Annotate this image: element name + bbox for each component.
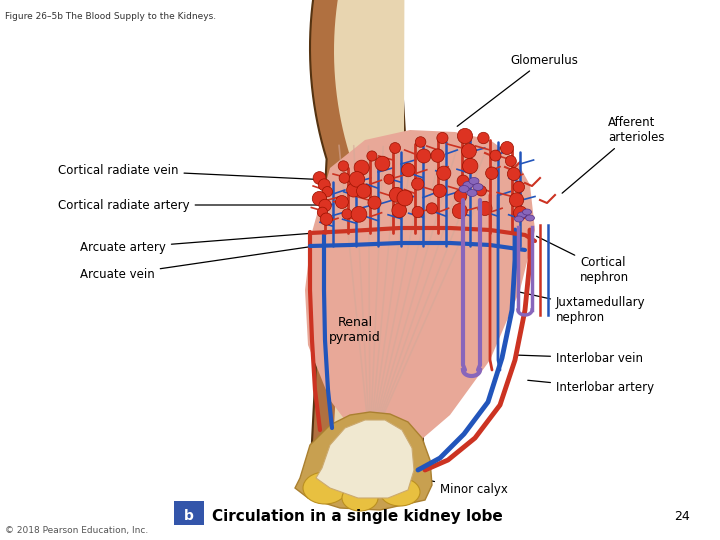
Text: Arcuate artery: Arcuate artery bbox=[80, 233, 312, 254]
Circle shape bbox=[412, 206, 423, 218]
Circle shape bbox=[431, 149, 444, 163]
Circle shape bbox=[392, 203, 407, 218]
Circle shape bbox=[477, 132, 489, 144]
Ellipse shape bbox=[473, 184, 483, 191]
Polygon shape bbox=[316, 420, 414, 498]
Text: Cortical radiate vein: Cortical radiate vein bbox=[58, 164, 327, 180]
Ellipse shape bbox=[342, 485, 378, 511]
Circle shape bbox=[508, 167, 521, 180]
Circle shape bbox=[312, 191, 327, 206]
Circle shape bbox=[384, 174, 394, 184]
Circle shape bbox=[390, 187, 404, 202]
Circle shape bbox=[457, 175, 469, 187]
Circle shape bbox=[415, 137, 426, 147]
Text: Interlobar vein: Interlobar vein bbox=[517, 352, 643, 365]
Circle shape bbox=[354, 160, 369, 175]
Circle shape bbox=[346, 183, 361, 197]
Ellipse shape bbox=[469, 178, 479, 185]
Circle shape bbox=[457, 129, 472, 144]
Circle shape bbox=[339, 173, 350, 183]
Ellipse shape bbox=[380, 478, 420, 506]
Ellipse shape bbox=[303, 472, 347, 504]
Circle shape bbox=[462, 158, 478, 174]
Circle shape bbox=[478, 201, 492, 215]
Circle shape bbox=[367, 151, 377, 161]
Circle shape bbox=[319, 199, 331, 212]
Circle shape bbox=[412, 178, 424, 190]
Circle shape bbox=[318, 179, 330, 191]
Polygon shape bbox=[332, 0, 405, 495]
Circle shape bbox=[375, 156, 390, 171]
Circle shape bbox=[490, 150, 501, 161]
Polygon shape bbox=[310, 0, 425, 503]
Circle shape bbox=[454, 190, 467, 202]
Circle shape bbox=[485, 167, 498, 179]
Circle shape bbox=[476, 186, 487, 196]
Circle shape bbox=[452, 204, 467, 219]
Circle shape bbox=[509, 193, 523, 207]
Ellipse shape bbox=[526, 215, 534, 221]
Circle shape bbox=[426, 203, 438, 214]
Circle shape bbox=[437, 166, 451, 180]
Circle shape bbox=[397, 190, 413, 206]
Circle shape bbox=[437, 132, 448, 144]
Circle shape bbox=[417, 149, 431, 163]
Circle shape bbox=[318, 207, 328, 218]
Text: Minor calyx: Minor calyx bbox=[392, 472, 508, 496]
Circle shape bbox=[402, 163, 415, 177]
Text: b: b bbox=[184, 509, 194, 523]
Circle shape bbox=[322, 186, 333, 197]
Circle shape bbox=[320, 213, 333, 225]
Text: Afferent
arterioles: Afferent arterioles bbox=[562, 116, 665, 193]
Text: Glomerulus: Glomerulus bbox=[457, 53, 578, 126]
Circle shape bbox=[336, 195, 348, 208]
Ellipse shape bbox=[518, 212, 526, 218]
Text: 24: 24 bbox=[674, 510, 690, 523]
Circle shape bbox=[433, 184, 446, 198]
Ellipse shape bbox=[459, 186, 469, 192]
Circle shape bbox=[356, 184, 371, 198]
FancyBboxPatch shape bbox=[174, 501, 204, 525]
Polygon shape bbox=[295, 412, 432, 510]
Circle shape bbox=[505, 156, 516, 166]
Text: © 2018 Pearson Education, Inc.: © 2018 Pearson Education, Inc. bbox=[5, 526, 148, 535]
Ellipse shape bbox=[463, 181, 473, 188]
Circle shape bbox=[338, 161, 348, 171]
Circle shape bbox=[313, 172, 326, 184]
Text: Renal
pyramid: Renal pyramid bbox=[329, 316, 381, 344]
Circle shape bbox=[368, 196, 381, 209]
Circle shape bbox=[390, 143, 400, 153]
Ellipse shape bbox=[523, 209, 531, 215]
Ellipse shape bbox=[467, 190, 477, 197]
Circle shape bbox=[349, 172, 365, 187]
Text: Cortical
nephron: Cortical nephron bbox=[536, 236, 629, 284]
Circle shape bbox=[462, 144, 477, 158]
Circle shape bbox=[351, 206, 367, 222]
Text: Figure 26–5b The Blood Supply to the Kidneys.: Figure 26–5b The Blood Supply to the Kid… bbox=[5, 12, 216, 21]
Circle shape bbox=[500, 141, 513, 154]
Text: Juxtamedullary
nephron: Juxtamedullary nephron bbox=[513, 291, 646, 324]
Polygon shape bbox=[305, 130, 535, 450]
Ellipse shape bbox=[515, 216, 523, 222]
Text: Cortical radiate artery: Cortical radiate artery bbox=[58, 199, 329, 212]
Text: Arcuate vein: Arcuate vein bbox=[80, 246, 312, 281]
Circle shape bbox=[513, 181, 525, 193]
Circle shape bbox=[513, 206, 527, 220]
Text: Interlobar artery: Interlobar artery bbox=[528, 380, 654, 395]
Circle shape bbox=[342, 209, 352, 219]
Text: Circulation in a single kidney lobe: Circulation in a single kidney lobe bbox=[212, 509, 503, 523]
